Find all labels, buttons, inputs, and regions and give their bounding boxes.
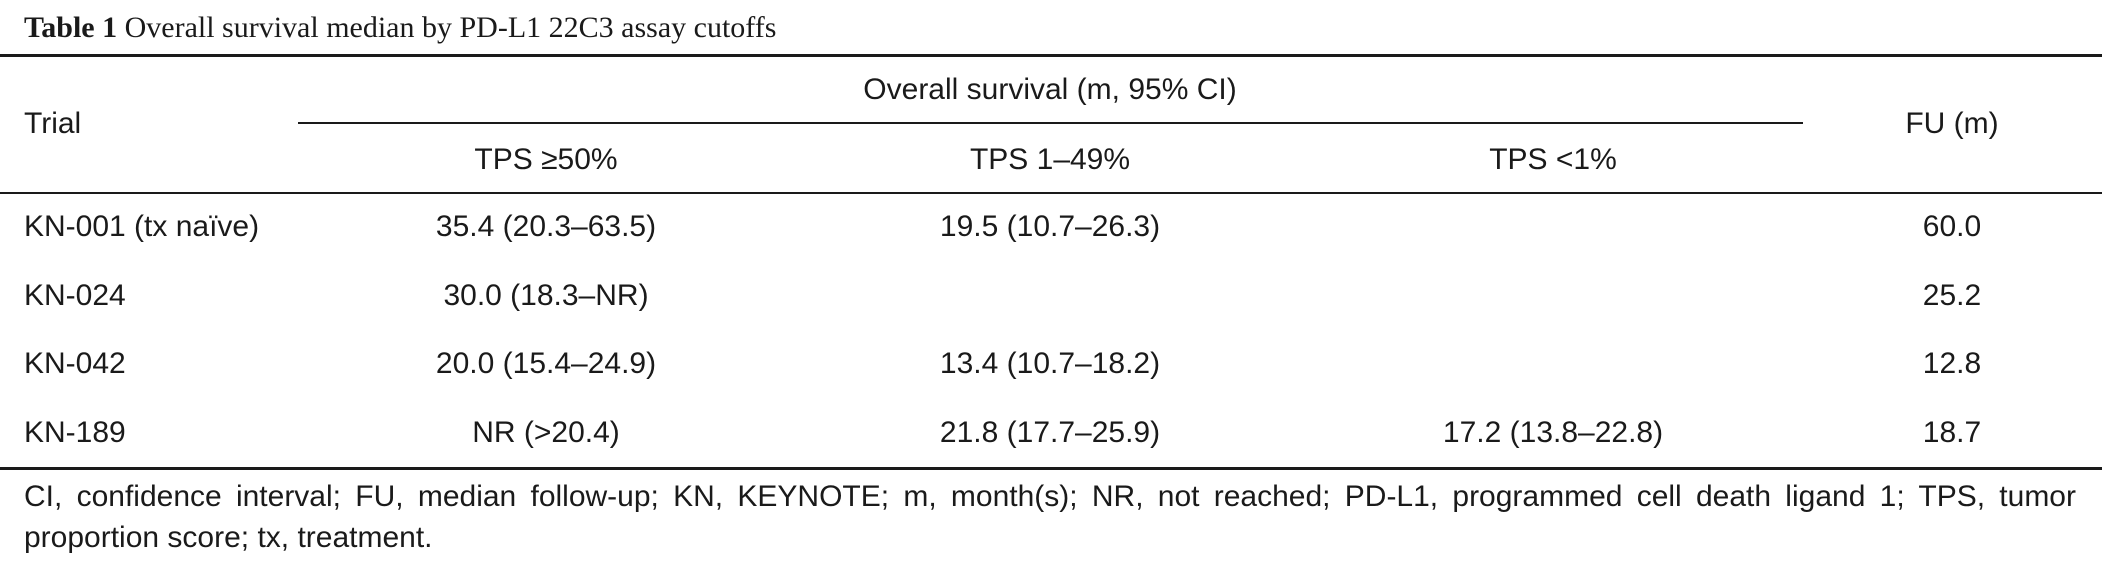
header-fu: FU (m) [1905, 107, 1999, 140]
cell-fu: 60.0 [1922, 210, 1982, 243]
header-bottom-rule [0, 192, 2102, 194]
table-caption-label: Table 1 [24, 11, 118, 44]
cell-fu: 25.2 [1922, 279, 1982, 312]
cell-tps-high: NR (>20.4) [472, 416, 620, 449]
cell-fu: 12.8 [1922, 347, 1982, 380]
header-tps-low: TPS <1% [1489, 143, 1617, 176]
cell-trial: KN-024 [24, 279, 126, 312]
header-tps-mid: TPS 1–49% [969, 143, 1131, 176]
cell-tps-high: 30.0 (18.3–NR) [443, 279, 649, 312]
cell-tps-high: 20.0 (15.4–24.9) [435, 347, 657, 380]
table-bottom-rule [0, 467, 2102, 470]
header-tps-high: TPS ≥50% [474, 143, 618, 176]
table-top-rule [0, 54, 2102, 57]
table-caption-text: Overall survival median by PD-L1 22C3 as… [124, 11, 777, 44]
cell-tps-high: 35.4 (20.3–63.5) [435, 210, 657, 243]
cell-tps-mid: 19.5 (10.7–26.3) [939, 210, 1161, 243]
cell-tps-mid: 13.4 (10.7–18.2) [939, 347, 1161, 380]
cell-trial: KN-001 (tx naïve) [24, 210, 260, 243]
cell-trial: KN-189 [24, 416, 126, 449]
table-caption: Table 1 Overall survival median by PD-L1… [24, 8, 776, 48]
header-trial: Trial [24, 107, 82, 140]
header-span-rule [298, 122, 1803, 124]
cell-tps-low: 17.2 (13.8–22.8) [1442, 416, 1664, 449]
table-footnote: CI, confidence interval; FU, median foll… [24, 480, 2076, 554]
header-overall-survival: Overall survival (m, 95% CI) [863, 73, 1237, 106]
cell-fu: 18.7 [1922, 416, 1982, 449]
cell-tps-mid: 21.8 (17.7–25.9) [939, 416, 1161, 449]
cell-trial: KN-042 [24, 347, 126, 380]
